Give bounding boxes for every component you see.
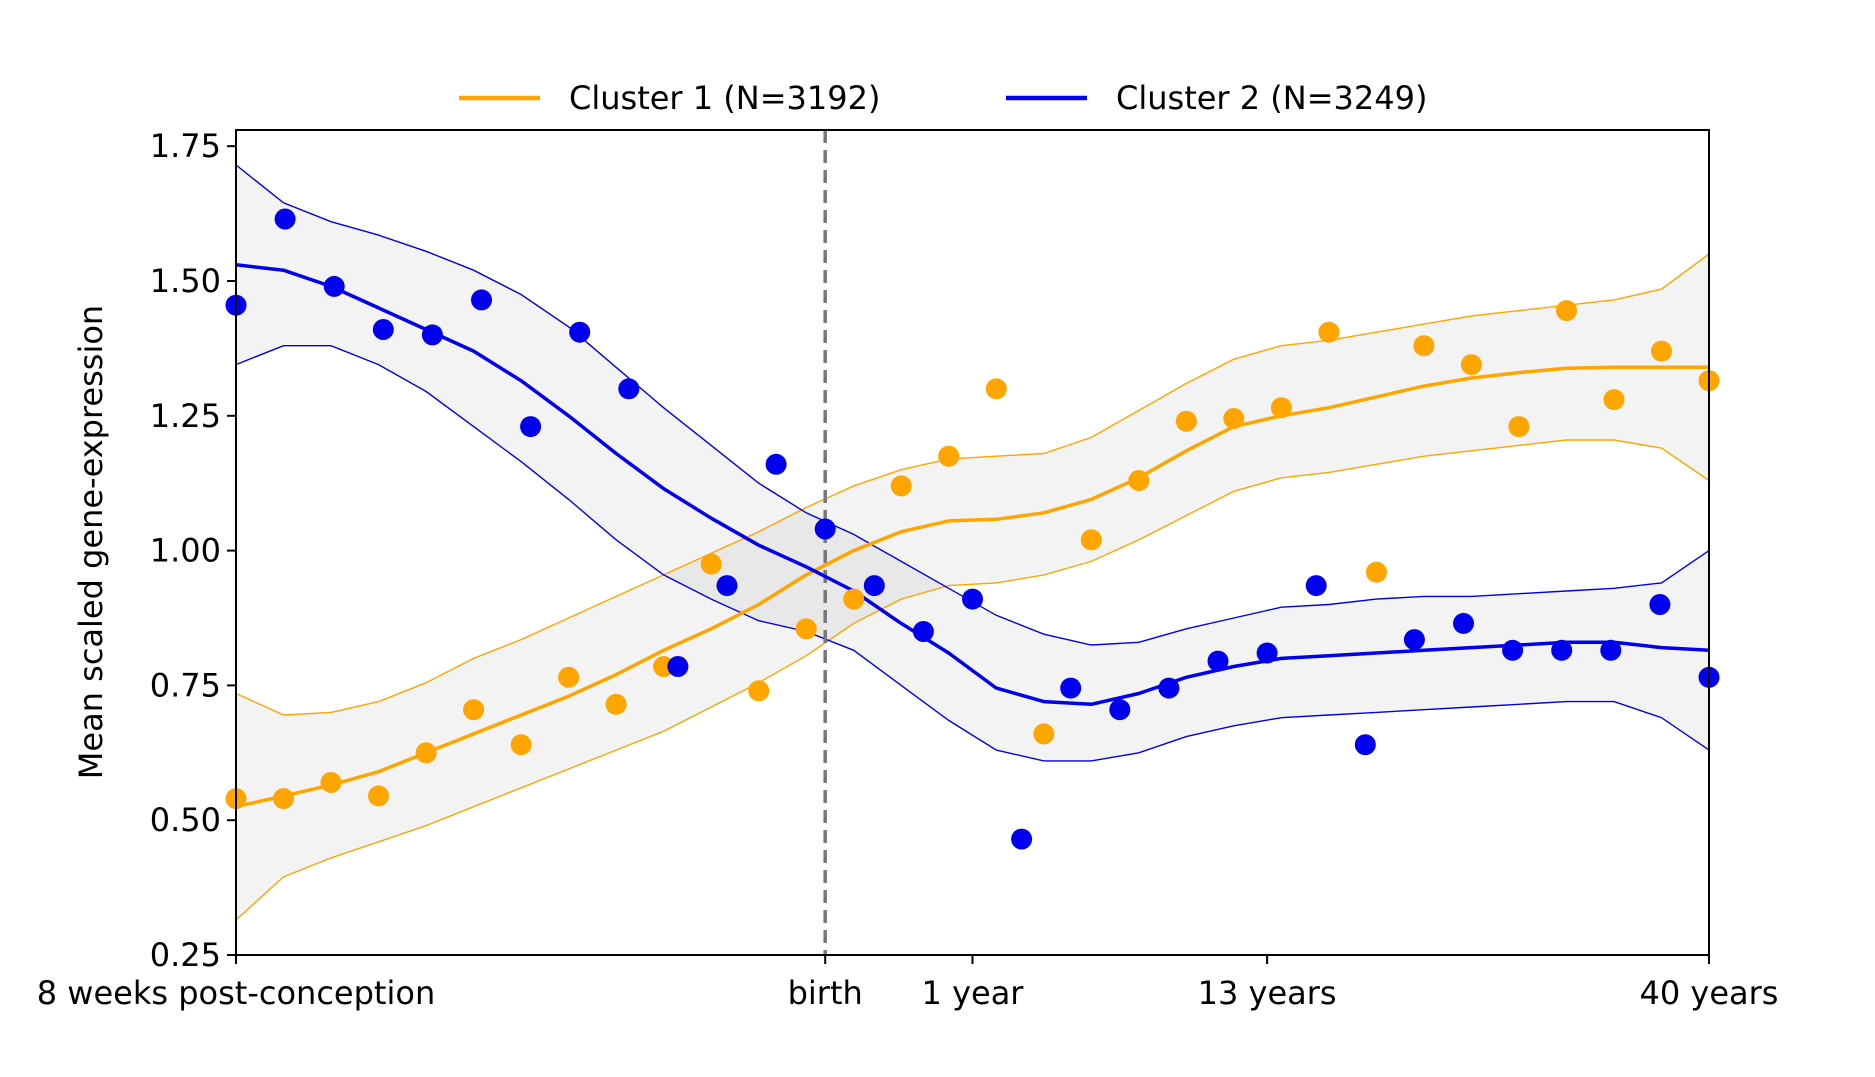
x-tick-label: 40 years bbox=[1640, 974, 1779, 1012]
data-point-series-1 bbox=[415, 742, 437, 764]
y-tick-label: 1.00 bbox=[150, 532, 221, 570]
data-point-series-2 bbox=[1551, 639, 1573, 661]
data-point-series-1 bbox=[890, 475, 912, 497]
data-point-series-2 bbox=[569, 321, 591, 343]
fit-line-series-2 bbox=[235, 263, 1710, 707]
data-point-series-2 bbox=[667, 656, 689, 677]
data-point-series-2 bbox=[912, 621, 934, 642]
data-point-series-2 bbox=[618, 378, 640, 400]
y-tick-label: 0.75 bbox=[150, 666, 221, 704]
data-point-series-2 bbox=[1109, 699, 1131, 721]
data-point-series-2 bbox=[323, 275, 345, 297]
data-point-series-2 bbox=[421, 324, 443, 346]
x-tick-label: birth bbox=[788, 974, 863, 1012]
y-tick-label: 0.50 bbox=[150, 801, 221, 839]
legend-label: Cluster 1 (N=3192) bbox=[569, 79, 880, 117]
data-points bbox=[225, 208, 1720, 850]
data-point-series-1 bbox=[1460, 354, 1482, 376]
ci-upper-line-series-1 bbox=[235, 253, 1710, 716]
data-point-series-2 bbox=[863, 575, 885, 597]
data-point-series-2 bbox=[1649, 594, 1671, 615]
data-point-series-1 bbox=[463, 699, 485, 721]
data-point-series-1 bbox=[1223, 408, 1245, 429]
data-point-series-1 bbox=[700, 553, 722, 575]
data-point-series-1 bbox=[510, 734, 532, 756]
fit-lines bbox=[235, 263, 1710, 809]
y-axis-label: Mean scaled gene-expression bbox=[72, 305, 110, 779]
data-point-series-1 bbox=[558, 666, 580, 688]
data-point-series-1 bbox=[1603, 389, 1625, 411]
data-point-series-1 bbox=[748, 680, 770, 702]
data-point-series-1 bbox=[1128, 470, 1150, 491]
y-axis: 0.25 0.50 0.75 1.00 1.25 1.50 1.75 bbox=[150, 127, 236, 974]
data-point-series-1 bbox=[1033, 723, 1055, 745]
data-point-series-2 bbox=[716, 575, 738, 597]
y-tick-label: 1.75 bbox=[150, 127, 221, 165]
x-tick-label: 1 year bbox=[922, 974, 1025, 1012]
ci-lower-line-series-2 bbox=[235, 345, 1710, 762]
data-point-series-1 bbox=[938, 445, 960, 467]
data-point-series-2 bbox=[471, 289, 492, 311]
data-point-series-1 bbox=[1365, 561, 1387, 583]
data-point-series-1 bbox=[985, 378, 1007, 400]
data-point-series-1 bbox=[273, 788, 294, 810]
fit-line-series-1 bbox=[235, 365, 1709, 809]
y-tick-label: 0.25 bbox=[150, 936, 221, 974]
data-point-series-1 bbox=[1080, 529, 1102, 551]
data-point-series-1 bbox=[1270, 397, 1292, 419]
y-tick-label: 1.25 bbox=[150, 397, 221, 435]
data-point-series-1 bbox=[1318, 321, 1340, 343]
data-point-series-2 bbox=[274, 208, 296, 230]
data-point-series-2 bbox=[1158, 677, 1180, 699]
data-point-series-2 bbox=[1256, 642, 1278, 664]
data-point-series-1 bbox=[1508, 416, 1530, 438]
legend: Cluster 1 (N=3192) Cluster 2 (N=3249) bbox=[459, 79, 1427, 117]
data-point-series-2 bbox=[1453, 612, 1474, 634]
data-point-series-2 bbox=[1502, 639, 1524, 661]
data-point-series-1 bbox=[1175, 410, 1197, 432]
data-point-series-2 bbox=[1403, 629, 1425, 651]
data-point-series-2 bbox=[1354, 734, 1376, 756]
data-point-series-1 bbox=[320, 772, 342, 793]
ci-lower-line-series-1 bbox=[235, 439, 1710, 921]
data-point-series-2 bbox=[1060, 677, 1082, 699]
data-point-series-2 bbox=[1600, 639, 1622, 661]
data-point-series-2 bbox=[1207, 650, 1229, 672]
data-point-series-1 bbox=[605, 693, 627, 715]
data-point-series-2 bbox=[1011, 828, 1033, 850]
data-point-series-2 bbox=[372, 319, 394, 340]
confidence-bands bbox=[236, 165, 1709, 920]
data-point-series-1 bbox=[843, 588, 865, 610]
data-point-series-2 bbox=[520, 416, 542, 438]
x-tick-label: 8 weeks post-conception bbox=[37, 974, 435, 1012]
data-point-series-2 bbox=[765, 453, 787, 475]
data-point-series-1 bbox=[1556, 300, 1577, 322]
legend-label: Cluster 2 (N=3249) bbox=[1116, 79, 1427, 117]
ci-band-series-1 bbox=[236, 254, 1709, 920]
data-point-series-2 bbox=[814, 518, 836, 540]
data-point-series-2 bbox=[1305, 575, 1327, 597]
data-point-series-1 bbox=[368, 785, 389, 807]
x-tick-label: 13 years bbox=[1198, 974, 1337, 1012]
x-axis: 8 weeks post-conception birth 1 year 13 yea… bbox=[37, 955, 1779, 1012]
data-point-series-1 bbox=[1651, 340, 1672, 362]
ci-band-series-2 bbox=[236, 165, 1709, 761]
data-point-series-2 bbox=[962, 588, 983, 610]
data-point-series-1 bbox=[795, 618, 817, 640]
y-tick-label: 1.50 bbox=[150, 262, 221, 300]
data-point-series-1 bbox=[1413, 335, 1435, 357]
